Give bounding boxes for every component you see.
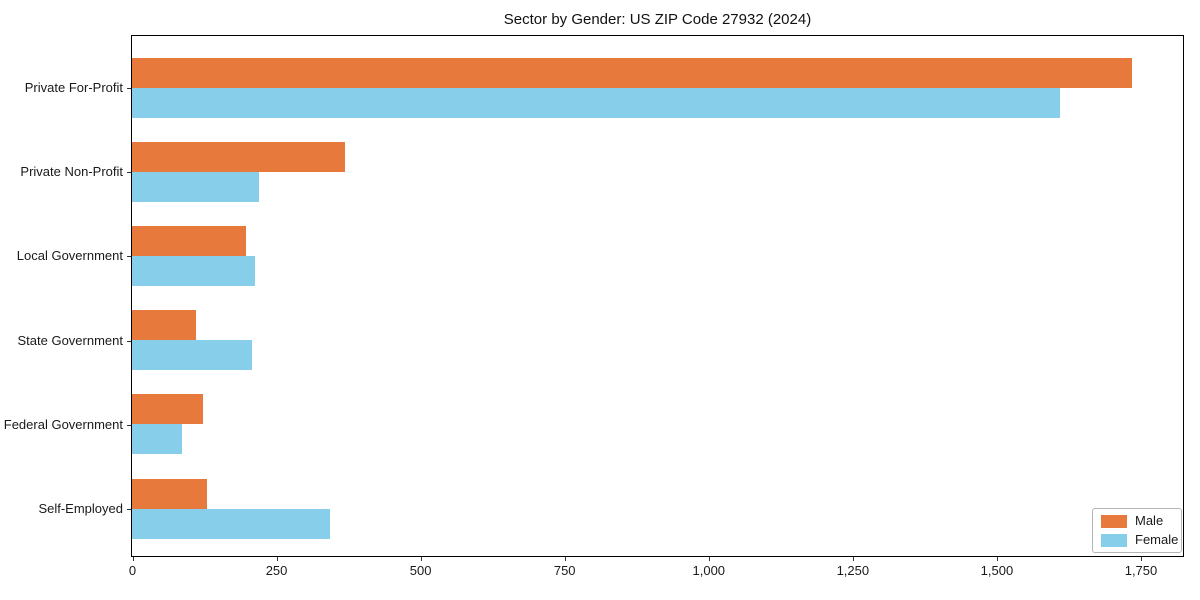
legend-swatch-female	[1101, 533, 1127, 547]
x-axis-tick	[708, 557, 710, 561]
legend-item-male: Male	[1101, 514, 1173, 528]
bar-male-local-government	[132, 225, 246, 256]
bar-male-federal-government	[132, 394, 204, 425]
x-axis-tick-label: 250	[265, 563, 288, 578]
bars-layer	[132, 36, 1183, 556]
chart-title: Sector by Gender: US ZIP Code 27932 (202…	[503, 11, 812, 28]
legend-label-male: Male	[1135, 513, 1164, 528]
x-axis-tick	[276, 557, 278, 561]
y-axis-tick	[127, 424, 131, 426]
x-axis-tick-label: 750	[553, 563, 576, 578]
y-axis-label-private-non-profit: Private Non-Profit	[20, 164, 123, 180]
x-axis-tick	[996, 557, 998, 561]
y-axis-label-state-government: State Government	[17, 332, 124, 348]
x-axis-tick	[420, 557, 422, 561]
y-axis-label-self-employed: Self-Employed	[38, 501, 123, 516]
x-axis-tick-label: 1,750	[1124, 563, 1158, 578]
legend-item-female: Female	[1101, 533, 1178, 547]
bar-female-private-non-profit	[132, 171, 259, 202]
legend-label-female: Female	[1135, 532, 1179, 547]
x-axis-tick-label: 0	[128, 563, 137, 578]
x-axis-tick	[564, 557, 566, 561]
y-axis-label-federal-government: Federal Government	[3, 416, 123, 432]
y-axis-tick	[127, 172, 131, 174]
bar-male-state-government	[132, 310, 196, 341]
x-axis-tick-label: 1,500	[980, 563, 1014, 578]
x-axis-tick-label: 1,000	[692, 563, 726, 578]
legend: Male Female	[1092, 508, 1182, 553]
y-axis-label-local-government: Local Government	[16, 248, 123, 264]
x-axis-tick-label: 1,250	[836, 563, 870, 578]
y-axis-tick	[127, 340, 131, 342]
bar-female-self-employed	[132, 508, 330, 539]
x-axis-tick	[1141, 557, 1142, 561]
legend-swatch-male	[1101, 514, 1127, 528]
bar-male-self-employed	[132, 478, 207, 509]
plot-area	[131, 35, 1184, 557]
y-axis-tick	[127, 509, 131, 510]
y-axis-label-private-for-profit: Private For-Profit	[24, 80, 123, 95]
bar-female-local-government	[132, 255, 255, 286]
x-axis-tick	[852, 557, 854, 561]
bar-female-state-government	[132, 340, 252, 371]
bar-male-private-for-profit	[132, 57, 1132, 88]
x-axis-tick	[132, 557, 134, 561]
y-axis-tick	[127, 88, 131, 89]
y-axis-tick	[127, 256, 131, 258]
x-axis-tick-label: 500	[409, 563, 432, 578]
bar-male-private-non-profit	[132, 141, 346, 172]
bar-female-federal-government	[132, 424, 183, 455]
bar-female-private-for-profit	[132, 87, 1060, 118]
